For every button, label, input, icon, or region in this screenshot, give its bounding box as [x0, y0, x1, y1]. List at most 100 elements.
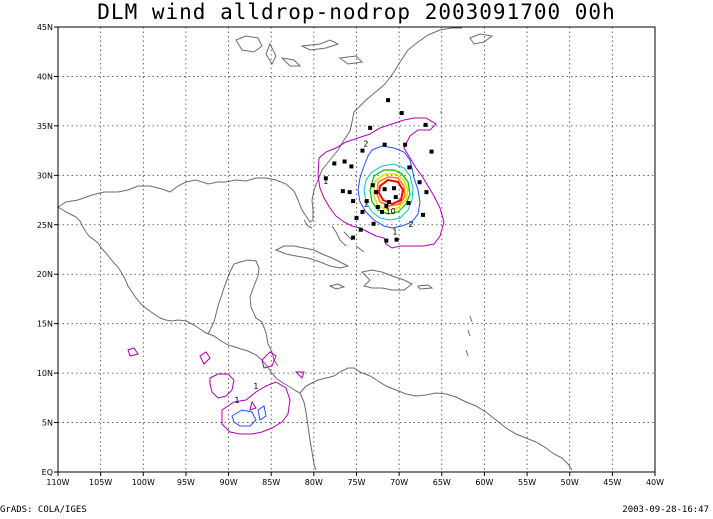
- contour-magenta-south-2: [127, 347, 139, 357]
- contour-magenta: [317, 117, 445, 249]
- lat-tick-label: 15N: [37, 320, 53, 329]
- dropsonde-marker: [394, 237, 399, 242]
- coastline-lesser-antilles: [465, 315, 473, 357]
- lat-tick-label: 10N: [37, 369, 53, 378]
- contour-blue-south-1: [231, 409, 257, 427]
- dropsonde-marker: [384, 238, 389, 243]
- lon-tick-label: 60W: [475, 478, 493, 487]
- contour-label: 1: [392, 228, 397, 237]
- footer-credit: GrADS: COLA/IGES: [0, 505, 87, 515]
- dropsonde-marker: [360, 209, 365, 214]
- dropsonde-marker: [332, 161, 337, 166]
- coastline-south-america: [299, 367, 573, 471]
- longitude-tick-labels: 110W 105W 100W 95W 90W 85W 80W 75W 70W 65W 60W 55W 5…: [46, 472, 664, 487]
- contour-magenta-south-4: [221, 381, 291, 435]
- map-title: DLM wind alldrop-nodrop 2003091700 00h: [97, 0, 616, 24]
- coastline-panama-colombia: [299, 392, 317, 471]
- contour-magenta-south-3: [209, 373, 235, 399]
- map-gridlines: [58, 27, 655, 472]
- coastline-great-lakes: [235, 35, 364, 67]
- contour-magenta-south-7: [249, 400, 257, 411]
- dropsonde-marker: [380, 209, 385, 214]
- lon-tick-label: 85W: [262, 478, 280, 487]
- lon-tick-label: 95W: [177, 478, 195, 487]
- dropsonde-marker: [349, 164, 354, 169]
- lon-tick-label: 70W: [390, 478, 408, 487]
- coastline-florida-keys: [303, 219, 313, 229]
- dropsonde-marker: [347, 190, 352, 195]
- dropsonde-marker: [368, 125, 373, 130]
- coastlines: [57, 27, 573, 471]
- coastline-us-gulf: [57, 27, 462, 223]
- coastline-yucatan: [207, 259, 279, 367]
- lat-tick-label: 35N: [37, 122, 53, 131]
- coastline-nova-scotia: [469, 33, 494, 45]
- dropsonde-marker: [374, 190, 379, 195]
- lat-tick-label: 20N: [37, 270, 53, 279]
- contour-label: 1: [235, 396, 240, 405]
- dropsonde-marker: [323, 176, 328, 181]
- dropsonde-marker: [358, 227, 363, 232]
- latitude-tick-labels: EQ 5N 10N 15N 20N 25N 30N 35N 40N 45N: [37, 23, 58, 477]
- dropsonde-marker: [393, 195, 398, 200]
- lat-tick-label: EQ: [42, 468, 53, 477]
- dropsonde-marker: [351, 235, 356, 240]
- contour-labels: 2 10 2 1 1 1 1 1: [235, 140, 414, 405]
- lat-tick-label: 25N: [37, 221, 53, 230]
- lon-tick-label: 80W: [305, 478, 323, 487]
- contour-blue-south-2: [257, 405, 267, 421]
- lon-tick-label: 50W: [561, 478, 579, 487]
- contour-magenta-south-5: [261, 351, 277, 369]
- dropsonde-marker: [417, 180, 422, 185]
- contour-label: 10: [386, 207, 396, 216]
- dropsonde-marker: [375, 204, 380, 209]
- dropsonde-marker: [421, 212, 426, 217]
- dropsonde-marker: [386, 98, 391, 103]
- dropsonde-marker: [354, 215, 359, 220]
- dropsonde-markers: [323, 98, 434, 243]
- dropsonde-marker: [392, 186, 397, 191]
- footer-timestamp: 2003-09-28-16:47: [622, 505, 709, 515]
- wind-contours: [127, 117, 445, 435]
- dropsonde-marker: [382, 187, 387, 192]
- lat-tick-label: 45N: [37, 23, 53, 32]
- lon-tick-label: 110W: [46, 478, 69, 487]
- dropsonde-marker: [424, 190, 429, 195]
- lon-tick-label: 40W: [646, 478, 664, 487]
- dropsonde-marker: [403, 142, 408, 147]
- lon-tick-label: 65W: [433, 478, 451, 487]
- lon-tick-label: 105W: [89, 478, 112, 487]
- dropsonde-marker: [360, 148, 365, 153]
- contour-label: 1: [323, 177, 328, 186]
- dropsonde-marker: [382, 142, 387, 147]
- contour-orange: [376, 176, 406, 207]
- contour-label: 1: [253, 382, 258, 391]
- dropsonde-marker: [370, 183, 375, 188]
- contour-cyan: [363, 163, 414, 221]
- contour-red: [377, 178, 405, 206]
- lat-tick-label: 30N: [37, 171, 53, 180]
- lat-tick-label: 5N: [42, 419, 53, 428]
- dropsonde-marker: [386, 200, 391, 205]
- contour-label: 2: [363, 140, 368, 149]
- contour-magenta-south-6: [294, 371, 305, 379]
- lon-tick-label: 100W: [132, 478, 155, 487]
- contour-blue: [357, 145, 421, 229]
- contour-magenta-south-1: [199, 351, 211, 365]
- lat-tick-label: 40N: [37, 72, 53, 81]
- coastline-puerto-rico: [417, 284, 434, 290]
- dropsonde-marker: [423, 122, 428, 127]
- coastline-jamaica: [328, 283, 346, 290]
- coastline-cuba: [274, 245, 350, 269]
- contour-yellow: [373, 173, 409, 211]
- dropsonde-marker: [429, 149, 434, 154]
- dropsonde-marker: [399, 111, 404, 116]
- contour-label: 1: [363, 200, 368, 209]
- dropsonde-marker: [384, 203, 389, 208]
- contour-label: 2: [409, 220, 414, 229]
- coastline-gulf-mexico: [57, 206, 301, 394]
- coastline-hispaniola: [360, 269, 413, 291]
- dropsonde-marker: [371, 221, 376, 226]
- lon-tick-label: 90W: [220, 478, 238, 487]
